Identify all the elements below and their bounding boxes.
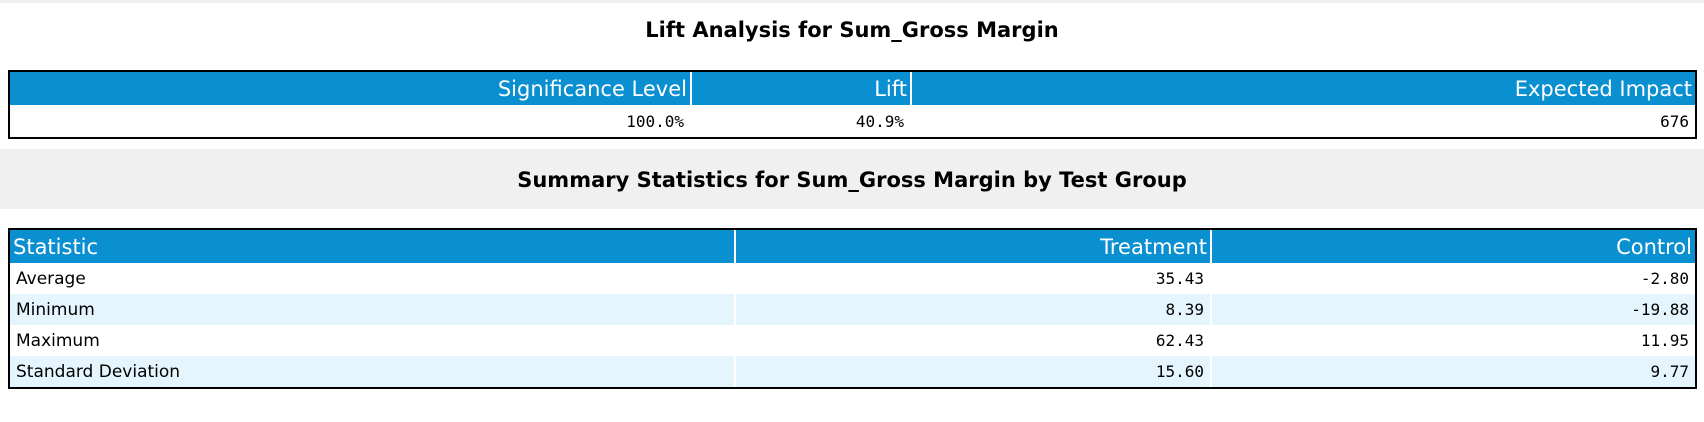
table-row: Maximum 62.43 11.95 [10,325,1695,356]
treatment-value: 62.43 [736,325,1212,356]
summary-statistics-title: Summary Statistics for Sum_Gross Margin … [517,168,1187,192]
control-value: -19.88 [1212,294,1695,325]
lift-values-row: 100.0% 40.9% 676 [10,105,1695,137]
column-header-treatment[interactable]: Treatment [736,230,1212,263]
table-row: Average 35.43 -2.80 [10,263,1695,294]
column-header-lift[interactable]: Lift [692,72,912,105]
table-row: Standard Deviation 15.60 9.77 [10,356,1695,387]
summary-header-row: Statistic Treatment Control [10,230,1695,263]
statistic-name: Average [10,263,736,294]
expected-impact-value: 676 [1660,111,1689,131]
control-value: -2.80 [1212,263,1695,294]
column-header-expected-impact[interactable]: Expected Impact [912,72,1695,105]
treatment-value: 15.60 [736,356,1212,387]
control-value: 11.95 [1212,325,1695,356]
lift-analysis-title: Lift Analysis for Sum_Gross Margin [645,18,1059,42]
lift-analysis-table: Significance Level Lift Expected Impact … [8,70,1697,139]
statistic-name: Standard Deviation [10,356,736,387]
statistic-name: Maximum [10,325,736,356]
significance-level-value: 100.0% [10,105,692,137]
table-row: Minimum 8.39 -19.88 [10,294,1695,325]
treatment-value: 8.39 [736,294,1212,325]
column-header-statistic[interactable]: Statistic [10,230,736,263]
statistic-name: Minimum [10,294,736,325]
summary-statistics-table: Statistic Treatment Control Average 35.4… [8,228,1697,389]
control-value: 9.77 [1212,356,1695,387]
lift-title-band [0,0,1704,66]
lift-header-row: Significance Level Lift Expected Impact [10,72,1695,105]
summary-title-band [0,149,1704,209]
column-header-control[interactable]: Control [1212,230,1695,263]
treatment-value: 35.43 [736,263,1212,294]
lift-value: 40.9% [692,105,912,137]
column-header-significance-level[interactable]: Significance Level [10,72,692,105]
